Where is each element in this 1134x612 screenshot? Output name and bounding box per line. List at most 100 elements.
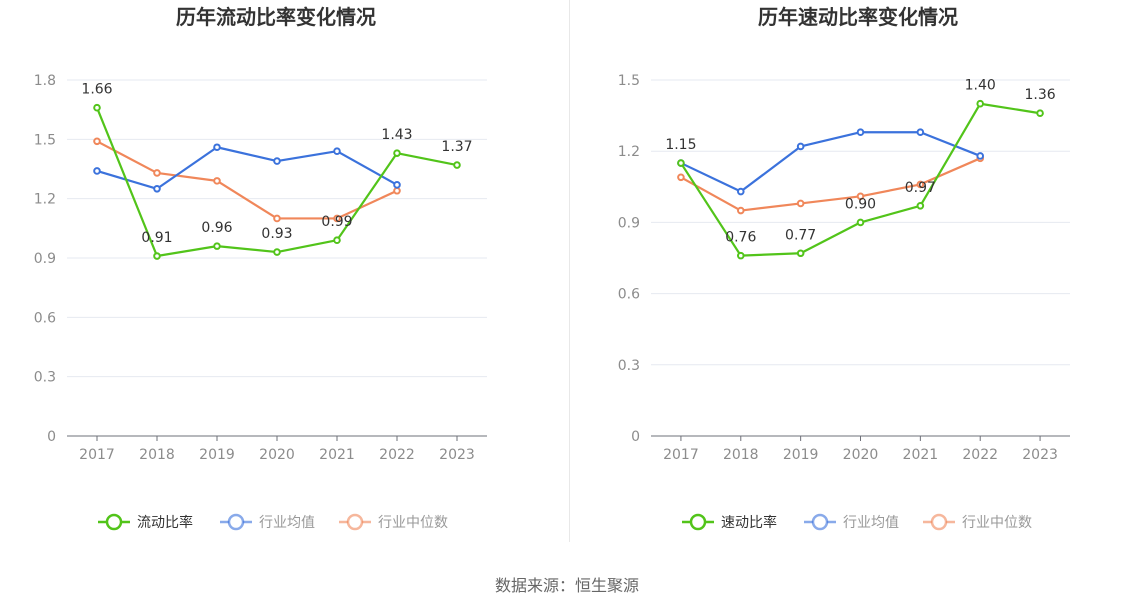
data-label: 1.15 [665,137,696,153]
x-tick-label: 2020 [259,447,295,463]
data-point [677,159,685,167]
data-point [153,169,161,177]
x-tick-label: 2020 [843,447,879,463]
data-point [213,143,221,152]
data-point [393,186,401,195]
data-label: 0.91 [141,230,172,246]
data-point [333,147,341,155]
legend-item: 行业中位数 [339,513,448,531]
x-tick-label: 2022 [962,447,998,463]
legend-label: 速动比率 [721,514,777,531]
data-point [93,103,101,112]
y-tick-label: 1.5 [618,73,640,89]
data-point [856,218,865,227]
data-point [796,142,805,151]
x-tick-label: 2021 [903,447,939,463]
legend-item: 行业中位数 [923,513,1032,531]
data-point [856,192,865,201]
legend-item: 行业均值 [220,513,315,531]
data-point [736,187,745,196]
data-point [796,199,805,208]
data-label: 1.43 [381,127,412,143]
y-tick-label: 0.3 [34,370,56,386]
data-label: 0.90 [845,196,876,212]
legend-item: 速动比率 [682,513,777,531]
x-tick-label: 2023 [439,447,475,463]
legend-marker [930,513,948,531]
data-point [273,214,281,223]
x-tick-label: 2022 [379,447,415,463]
legend-marker [689,513,707,531]
y-tick-label: 0.3 [618,358,640,374]
y-tick-label: 1.5 [34,132,56,148]
series-line [96,146,398,190]
data-label: 1.36 [1024,87,1055,103]
chart-current-ratio: 历年流动比率变化情况 0 0.3 0.6 0.9 1.2 1.5 1.8 2017 2018 201… [0,0,567,545]
data-point [393,181,401,189]
data-label: 0.76 [725,230,756,246]
data-point [273,157,281,165]
data-point [856,128,865,137]
data-point [453,161,461,169]
legend-label: 行业均值 [843,515,899,531]
y-tick-label: 0.9 [618,215,640,231]
x-tick-label: 2018 [139,447,175,463]
data-label: 0.96 [201,220,232,236]
legend-marker [227,513,245,531]
y-tick-label: 0.6 [618,287,640,303]
y-tick-label: 1.2 [618,144,640,160]
series-line [680,157,981,212]
chart-quick-ratio: 历年速动比率变化情况 0 0.3 0.6 0.9 1.2 1.5 2017 2018 2019 20… [567,0,1134,545]
data-point [213,242,221,250]
data-label: 0.93 [261,226,292,242]
chart-svg: 历年流动比率变化情况 0 0.3 0.6 0.9 1.2 1.5 1.8 2017 2018 201… [34,5,487,531]
series-line [96,140,398,220]
x-tick-label: 2019 [199,447,235,463]
y-tick-label: 0.9 [34,251,56,267]
x-tick-label: 2019 [783,447,819,463]
legend-item: 流动比率 [98,513,193,531]
data-point [916,201,925,210]
data-point [393,149,401,157]
legend-label: 行业中位数 [378,515,448,531]
x-tick-label: 2023 [1022,447,1058,463]
data-label: 0.77 [785,227,816,243]
x-tick-label: 2017 [663,447,699,463]
data-point [1036,109,1044,118]
data-point [736,251,745,260]
data-label: 0.99 [321,214,352,230]
data-source: 数据来源：恒生聚源 [494,576,639,595]
legend-marker [811,513,829,531]
y-tick-label: 1.8 [34,73,56,89]
data-point [213,177,221,185]
data-label: 0.97 [905,180,936,196]
data-point [976,99,985,108]
data-point [93,167,101,175]
x-tick-label: 2021 [319,447,355,463]
chart-title: 历年速动比率变化情况 [758,5,958,29]
legend-item: 行业均值 [804,513,899,531]
data-label: 1.40 [965,78,996,94]
data-point [796,249,805,258]
chart-svg: 历年速动比率变化情况 0 0.3 0.6 0.9 1.2 1.5 2017 2018 2019 20… [618,5,1070,531]
data-point [153,184,161,193]
data-point [677,173,685,182]
y-tick-label: 0 [631,429,640,445]
legend-marker [105,513,123,531]
legend-label: 行业中位数 [962,515,1032,531]
legend-label: 行业均值 [259,515,315,531]
series-line [680,131,981,193]
chart-title: 历年流动比率变化情况 [176,5,376,29]
data-point [333,214,341,223]
panel-divider [569,0,570,542]
data-point [93,137,101,146]
data-point [916,128,925,137]
data-point [333,236,341,244]
data-point [976,152,985,160]
x-tick-label: 2017 [79,447,115,463]
legend-label: 流动比率 [137,514,193,531]
data-label: 1.37 [441,139,472,155]
data-point [153,252,161,260]
y-tick-label: 0.6 [34,310,56,326]
y-tick-label: 1.2 [34,192,56,208]
